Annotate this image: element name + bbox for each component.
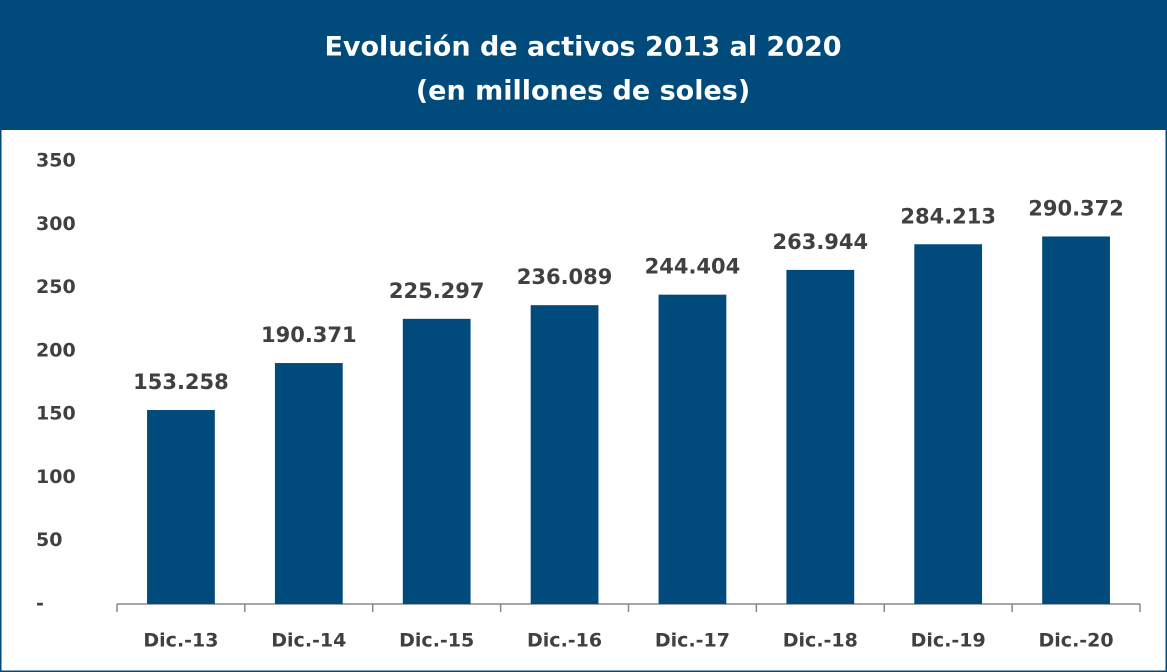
data-label: 225.297 [389, 279, 485, 303]
y-tick-label: 350 [36, 150, 76, 172]
x-tick-label: Dic.-18 [783, 630, 858, 652]
bar [402, 318, 471, 604]
bar [147, 410, 215, 604]
y-tick-label: - [36, 593, 44, 615]
data-label: 236.089 [517, 265, 613, 289]
chart-subtitle: (en millones de soles) [416, 76, 750, 107]
x-tick-label: Dic.-13 [143, 630, 218, 652]
y-tick-label: 200 [36, 339, 76, 361]
data-label: 190.371 [261, 323, 357, 347]
x-tick-label: Dic.-14 [271, 630, 346, 652]
data-label: 284.213 [900, 204, 996, 228]
bar [914, 244, 983, 604]
bar [274, 363, 343, 604]
y-tick-label: 250 [36, 276, 76, 298]
data-label: 244.404 [645, 255, 741, 279]
y-tick-label: 150 [36, 403, 76, 425]
data-label: 263.944 [772, 230, 868, 254]
y-tick-label: 300 [36, 213, 76, 235]
data-label: 153.258 [133, 370, 229, 394]
x-tick-label: Dic.-17 [655, 630, 730, 652]
x-tick-label: Dic.-16 [527, 630, 602, 652]
header-band [0, 0, 1167, 130]
data-label: 290.372 [1028, 196, 1124, 220]
bar [658, 294, 727, 604]
y-tick-label: 100 [36, 466, 76, 488]
x-tick-label: Dic.-19 [911, 630, 986, 652]
y-tick-label: 50 [36, 529, 62, 551]
bar [530, 305, 599, 604]
x-tick-label: Dic.-20 [1039, 630, 1114, 652]
chart-title: Evolución de activos 2013 al 2020 [324, 32, 841, 63]
bar [786, 269, 855, 604]
bar [1042, 236, 1110, 604]
x-tick-label: Dic.-15 [399, 630, 474, 652]
